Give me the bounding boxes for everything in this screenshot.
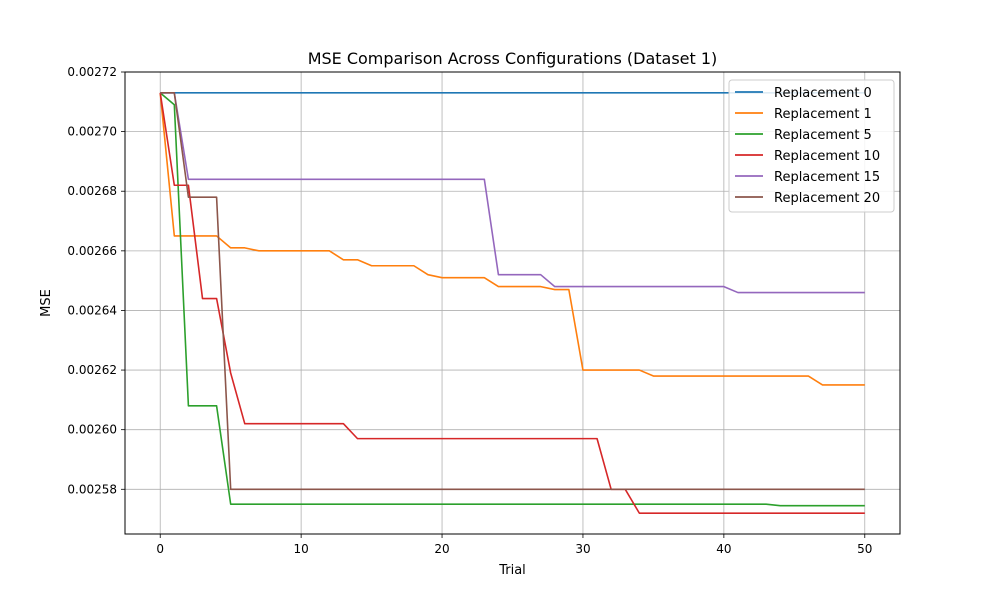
plot-frame [124,71,901,535]
x-axis-label: Trial [498,563,526,578]
y-tick-label: 0.00268 [67,184,117,198]
legend-label: Replacement 5 [774,128,872,143]
series-line-5 [160,92,865,294]
series-line-2 [159,92,865,386]
series-lines [159,92,865,514]
x-tick-label: 40 [716,542,731,556]
legend-box [728,79,895,213]
y-axis-label: MSE [39,289,54,317]
y-tick-label: 0.00266 [67,244,117,258]
x-tick-label: 0 [156,542,164,556]
y-tick-label: 0.00260 [67,423,117,437]
y-axis-ticks: 0.00258 0.00260 0.00262 0.00264 0.00266 0.002… [67,65,125,496]
y-tick-label: 0.00270 [67,125,117,139]
y-tick-label: 0.00272 [67,65,117,79]
y-tick-label: 0.00264 [67,303,117,317]
legend-label: Replacement 1 [774,107,872,122]
x-tick-label: 20 [434,542,449,556]
x-axis-ticks: 0 10 20 30 40 50 [156,534,872,556]
legend-label: Replacement 15 [774,170,880,185]
series-line-6 [160,92,865,491]
y-tick-label: 0.00262 [67,363,117,377]
legend-label: Replacement 0 [774,86,872,101]
x-tick-label: 50 [857,542,872,556]
x-tick-label: 30 [575,542,590,556]
series-line-3 [159,92,865,507]
y-tick-label: 0.00258 [67,482,117,496]
chart-title: MSE Comparison Across Configurations (Da… [308,49,718,68]
legend: Replacement 0 Replacement 1 Replacement 5 R… [728,79,895,213]
legend-label: Replacement 20 [774,191,880,206]
x-tick-label: 10 [293,542,308,556]
legend-label: Replacement 10 [774,149,880,164]
